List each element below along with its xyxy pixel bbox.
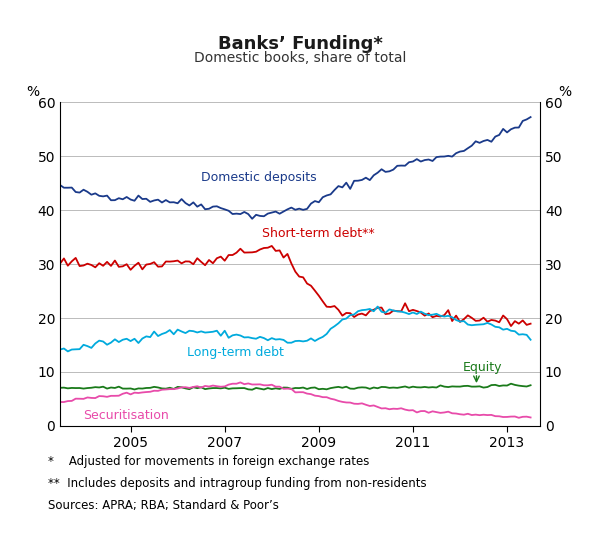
Text: Securitisation: Securitisation [83, 409, 169, 423]
Text: Domestic deposits: Domestic deposits [201, 170, 317, 184]
Text: %: % [26, 85, 40, 99]
Text: Banks’ Funding*: Banks’ Funding* [218, 35, 382, 53]
Text: Sources: APRA; RBA; Standard & Poor’s: Sources: APRA; RBA; Standard & Poor’s [48, 499, 279, 512]
Text: *    Adjusted for movements in foreign exchange rates: * Adjusted for movements in foreign exch… [48, 455, 370, 468]
Text: %: % [558, 85, 571, 99]
Text: Short-term debt**: Short-term debt** [262, 227, 375, 240]
Text: Domestic books, share of total: Domestic books, share of total [194, 51, 406, 65]
Text: **  Includes deposits and intragroup funding from non-residents: ** Includes deposits and intragroup fund… [48, 477, 427, 490]
Text: Equity: Equity [463, 361, 502, 374]
Text: Long-term debt: Long-term debt [187, 345, 284, 359]
